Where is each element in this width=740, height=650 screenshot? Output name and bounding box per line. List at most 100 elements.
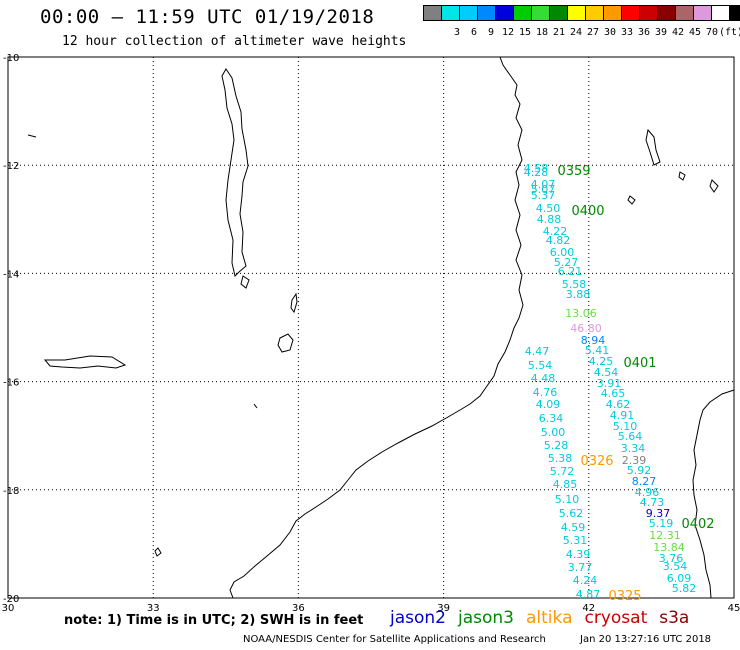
scale-label: 45	[688, 27, 702, 38]
pass-time-labels: 0359 0400 0401 0402 0326 0325	[557, 164, 714, 604]
wave-height-value: 4.54	[594, 366, 619, 379]
scale-label: 18	[535, 27, 549, 38]
scale-label: 27	[586, 27, 600, 38]
wave-height-value: 4.58	[524, 162, 549, 175]
comoros-island-1	[645, 128, 661, 166]
wave-height-value: 5.07	[531, 183, 556, 196]
scale-label: 30	[603, 27, 617, 38]
wave-height-value: 8.94	[581, 334, 606, 347]
timestamp-text: Jan 20 13:27:16 UTC 2018	[580, 634, 712, 645]
wave-height-value: 4.25	[589, 355, 614, 368]
lake-chilwa	[277, 333, 294, 353]
map-title: 00:00 – 11:59 UTC 01/19/2018	[40, 6, 375, 28]
wave-height-value: 5.31	[563, 534, 588, 547]
lake-cahora-bassa	[43, 355, 127, 369]
wave-height-value: 4.59	[561, 521, 586, 534]
scale-label: 39	[654, 27, 668, 38]
wave-height-value: 4.85	[553, 478, 578, 491]
wave-height-value: 4.22	[543, 225, 568, 238]
scale-label: 21	[552, 27, 566, 38]
wave-height-value: 4.96	[635, 486, 660, 499]
lat-tick-label: -16	[3, 378, 19, 389]
wave-height-value: 4.76	[533, 386, 558, 399]
pass-time-label: 0402	[681, 517, 714, 532]
wave-height-value: 3.91	[597, 377, 622, 390]
wave-height-value: 5.64	[618, 430, 643, 443]
lat-tick-label: -20	[3, 594, 19, 605]
wave-height-value: 6.09	[667, 572, 692, 585]
scale-label: 6	[470, 27, 478, 38]
lake-small-1	[27, 134, 37, 138]
wave-height-value: 3.54	[663, 560, 688, 573]
wave-height-value: 4.62	[606, 398, 631, 411]
lon-tick-label: 33	[147, 603, 160, 614]
scale-label: 15	[518, 27, 532, 38]
pass-time-label: 0401	[623, 356, 656, 371]
wave-height-value: 5.00	[541, 426, 566, 439]
lat-lon-grid	[8, 57, 734, 598]
wave-height-value: 3.34	[621, 442, 646, 455]
wave-height-value: 4.47	[525, 345, 550, 358]
wave-height-value: 3.76	[659, 552, 684, 565]
wave-height-value: 5.19	[649, 517, 674, 530]
scale-label: 24	[569, 27, 583, 38]
wave-height-value: 9.37	[646, 507, 671, 520]
lat-tick-label: -18	[3, 486, 19, 497]
lon-tick-label: 36	[292, 603, 305, 614]
scale-label: 70	[705, 27, 719, 38]
wave-height-value: 6.21	[558, 265, 583, 278]
lake-chiuta	[290, 292, 298, 314]
lake-island	[240, 275, 250, 289]
footer-note: note: 1) Time is in UTC; 2) SWH is in fe…	[64, 613, 364, 628]
wave-height-value: 4.24	[573, 574, 598, 587]
wave-height-value: 3.77	[568, 561, 593, 574]
wave-height-value: 5.82	[672, 582, 697, 595]
lon-tick-label: 42	[582, 603, 595, 614]
wave-height-value: 5.92	[627, 464, 652, 477]
wave-height-value: 4.50	[536, 202, 561, 215]
wave-height-value: 6.00	[550, 246, 575, 259]
pass-time-label: 0359	[557, 164, 590, 179]
scale-label: 12	[501, 27, 515, 38]
lake-malawi	[221, 68, 249, 277]
satellite-legend-item: jason2	[390, 608, 446, 628]
satellite-legend-item: jason3	[458, 608, 514, 628]
lat-tick-label: -14	[3, 269, 19, 280]
wave-height-value: 4.39	[566, 548, 591, 561]
wave-height-value: 12.31	[649, 529, 681, 542]
lon-tick-label: 39	[437, 603, 450, 614]
wave-height-value: 4.87	[576, 588, 601, 601]
wave-height-value: 13.06	[565, 307, 597, 320]
lon-tick-label: 45	[728, 603, 740, 614]
satellite-legend-item: cryosat	[584, 608, 648, 628]
wave-height-value: 5.10	[555, 493, 580, 506]
wave-height-value: 4.09	[536, 398, 561, 411]
lon-tick-label: 30	[2, 603, 15, 614]
wave-height-value: 5.62	[559, 507, 584, 520]
wave-height-value: 4.48	[531, 372, 556, 385]
pass-time-label: 0326	[580, 454, 613, 469]
mozambique-coastline	[229, 56, 524, 599]
wave-height-value: 5.37	[531, 189, 556, 202]
comoros-island-2	[678, 171, 686, 181]
pass-time-label: 0325	[608, 589, 641, 604]
satellite-legend-item: altika	[526, 608, 573, 628]
wave-height-value: 5.10	[613, 420, 638, 433]
wave-height-value: 5.54	[528, 359, 553, 372]
credit-text: NOAA/NESDIS Center for Satellite Applica…	[243, 634, 546, 645]
wave-height-value: 4.73	[640, 496, 665, 509]
map-frame	[7, 56, 735, 599]
wave-height-value: 5.28	[544, 439, 569, 452]
pass-time-label: 0400	[571, 204, 604, 219]
wave-height-value: 4.65	[601, 387, 626, 400]
scale-label: 42	[671, 27, 685, 38]
wave-height-value: 5.41	[585, 344, 610, 357]
wave-height-value: 5.58	[562, 278, 587, 291]
madagascar-coastline	[692, 389, 735, 599]
satellite-legend: jason2 jason3 altika cryosat s3a	[390, 608, 689, 628]
satellite-legend-item: s3a	[659, 608, 690, 628]
comoros-island-3	[627, 195, 636, 205]
